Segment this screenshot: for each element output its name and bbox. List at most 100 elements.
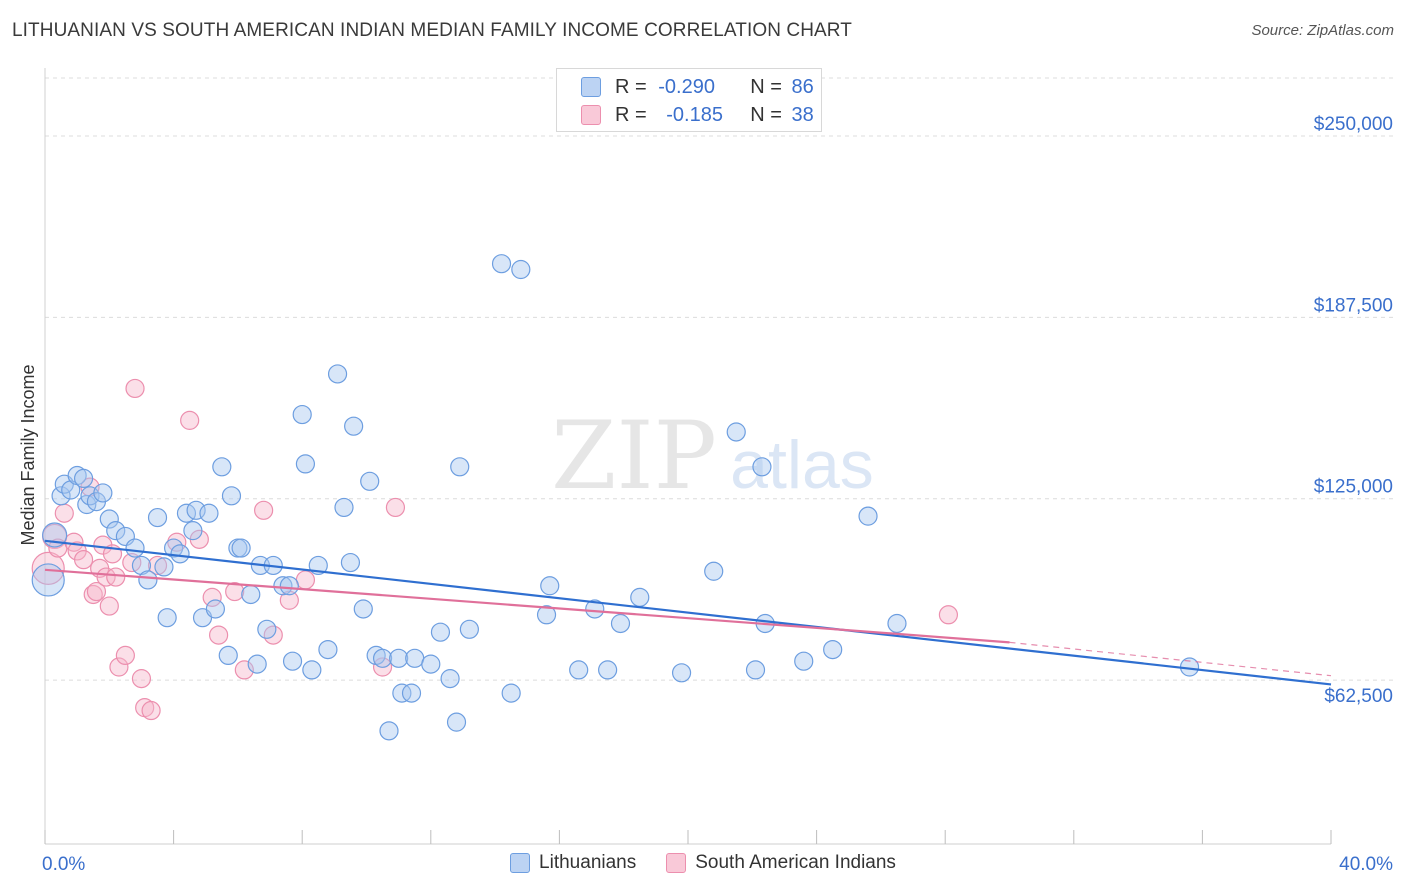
data-point bbox=[170, 544, 190, 564]
data-point bbox=[540, 576, 560, 596]
data-point bbox=[31, 563, 65, 597]
data-point bbox=[180, 410, 200, 430]
data-point bbox=[887, 613, 907, 634]
trend-line-extension bbox=[1009, 641, 1332, 677]
data-point bbox=[379, 721, 399, 741]
data-point bbox=[450, 457, 470, 477]
data-point bbox=[372, 648, 393, 668]
x-tick-labels: 0.0% 40.0% bbox=[42, 854, 1393, 875]
data-point bbox=[501, 683, 521, 703]
data-point bbox=[205, 599, 225, 619]
watermark-atlas: atlas bbox=[730, 427, 874, 503]
data-point bbox=[31, 551, 65, 585]
r-label: R = bbox=[615, 75, 653, 98]
y-tick-label: $62,500 bbox=[1324, 686, 1393, 707]
data-point bbox=[106, 567, 126, 587]
data-point bbox=[147, 555, 168, 576]
data-point bbox=[752, 457, 772, 477]
r-label: R = bbox=[615, 103, 653, 126]
data-point bbox=[536, 605, 557, 625]
data-point bbox=[302, 660, 322, 680]
trend-lines bbox=[44, 539, 1332, 686]
data-point bbox=[858, 506, 878, 526]
n-label: N = bbox=[750, 75, 788, 98]
data-point bbox=[141, 700, 161, 721]
data-point bbox=[138, 570, 158, 590]
data-point bbox=[440, 669, 460, 689]
data-point bbox=[446, 712, 467, 732]
data-point bbox=[295, 570, 316, 590]
y-tick-labels: $62,500 $125,000 $187,500 $250,000 bbox=[1314, 114, 1393, 707]
data-point bbox=[51, 486, 71, 506]
n-value: 38 bbox=[791, 103, 814, 126]
data-point bbox=[209, 625, 229, 645]
data-point bbox=[115, 645, 135, 666]
data-point bbox=[585, 599, 605, 619]
data-point bbox=[292, 404, 312, 425]
legend-item-lithuanians: Lithuanians bbox=[510, 852, 636, 874]
data-point bbox=[221, 486, 242, 506]
stats-row-south-american-indians: R = -0.185 N = 38 bbox=[581, 101, 814, 129]
data-point bbox=[511, 259, 531, 280]
data-point bbox=[125, 538, 145, 558]
bottom-legend: Lithuanians South American Indians bbox=[0, 852, 1406, 874]
n-label: N = bbox=[750, 103, 788, 126]
data-point bbox=[99, 596, 119, 616]
data-point bbox=[199, 503, 219, 523]
data-point bbox=[109, 657, 129, 677]
legend-label-south-american-indians: South American Indians bbox=[695, 852, 896, 873]
trend-line-south-american-indians bbox=[44, 568, 1010, 644]
data-point bbox=[704, 561, 724, 581]
data-point bbox=[385, 497, 406, 518]
n-value: 86 bbox=[791, 75, 814, 98]
data-point bbox=[247, 654, 267, 674]
data-point bbox=[938, 605, 959, 625]
data-point bbox=[157, 608, 177, 628]
source-label: Source: ZipAtlas.com bbox=[1251, 22, 1394, 39]
data-point bbox=[73, 468, 94, 489]
x-tick-label: 40.0% bbox=[1339, 854, 1393, 875]
data-point bbox=[273, 576, 293, 596]
data-point bbox=[225, 581, 245, 602]
data-point bbox=[630, 587, 650, 607]
legend-item-south-american-indians: South American Indians bbox=[666, 852, 896, 874]
y-axis-label: Median Family Income bbox=[18, 364, 38, 545]
data-point bbox=[459, 619, 479, 639]
data-point bbox=[794, 651, 814, 671]
data-point bbox=[360, 471, 380, 491]
data-point bbox=[344, 416, 364, 436]
data-point bbox=[327, 364, 348, 384]
chart-title: LITHUANIAN VS SOUTH AMERICAN INDIAN MEDI… bbox=[12, 20, 852, 41]
trend-line-lithuanians bbox=[44, 539, 1332, 686]
data-point bbox=[569, 660, 589, 680]
data-point bbox=[421, 654, 441, 674]
watermark: ZIP atlas bbox=[551, 402, 874, 511]
data-point bbox=[257, 619, 277, 639]
data-point bbox=[183, 521, 203, 541]
watermark-zip: ZIP bbox=[551, 402, 717, 511]
y-tick-label: $125,000 bbox=[1314, 477, 1393, 498]
data-point bbox=[154, 557, 174, 577]
data-point bbox=[279, 576, 299, 596]
axes bbox=[44, 68, 1332, 845]
legend-swatch-blue bbox=[510, 853, 531, 873]
data-point bbox=[125, 378, 145, 399]
data-point bbox=[106, 521, 126, 541]
data-point bbox=[86, 581, 107, 602]
data-point bbox=[340, 552, 361, 573]
x-tick-label: 0.0% bbox=[42, 854, 85, 875]
data-point bbox=[131, 669, 152, 689]
data-point bbox=[491, 254, 512, 274]
stats-legend-box: R = -0.290 N = 86 R = -0.185 N = 38 bbox=[556, 68, 822, 132]
data-point bbox=[334, 497, 354, 518]
stats-swatch-blue bbox=[581, 77, 601, 97]
data-point bbox=[147, 507, 168, 528]
data-point bbox=[318, 639, 338, 660]
stats-swatch-pink bbox=[581, 105, 601, 125]
data-point bbox=[430, 622, 451, 642]
r-value: -0.290 bbox=[658, 75, 715, 98]
data-point bbox=[218, 645, 238, 666]
data-point bbox=[73, 550, 94, 570]
data-point bbox=[99, 509, 119, 529]
